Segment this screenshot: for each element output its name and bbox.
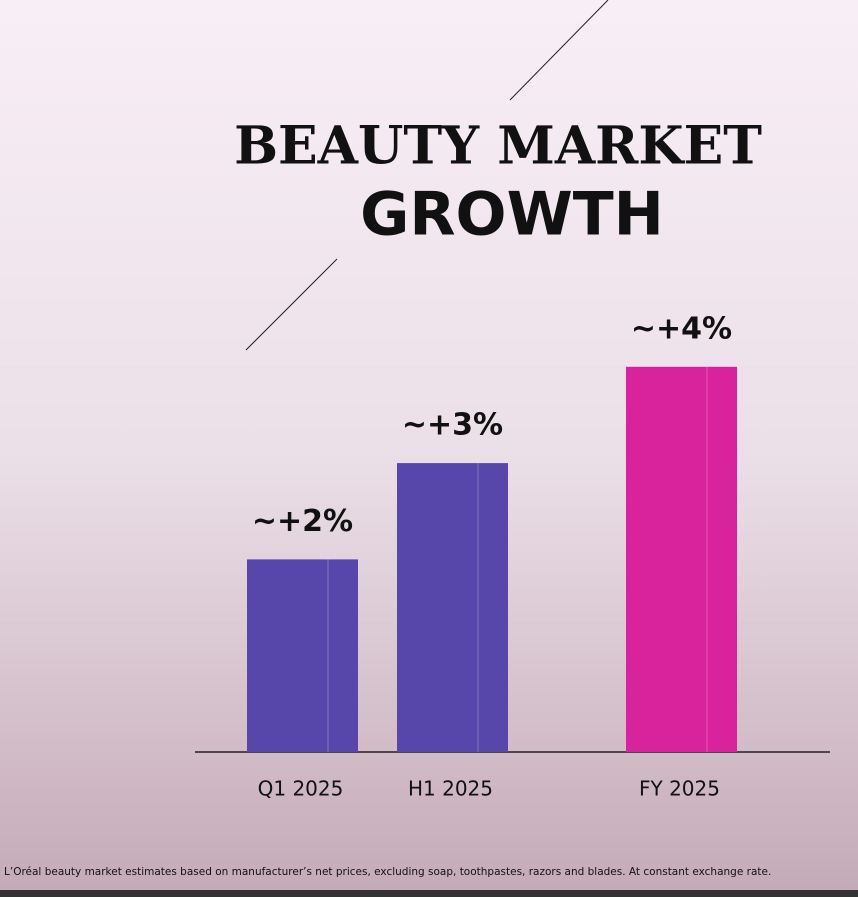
- value-label: ~+3%: [402, 408, 503, 443]
- x-tick-label: Q1 2025: [258, 777, 344, 801]
- decor-line: [245, 258, 338, 351]
- value-label: ~+2%: [252, 504, 353, 539]
- chart-title: BEAUTY MARKET: [234, 116, 762, 177]
- bar: [397, 463, 508, 752]
- bar: [626, 366, 737, 752]
- value-label: ~+4%: [631, 311, 732, 346]
- x-tick-label: FY 2025: [639, 777, 720, 801]
- bottom-bar: [0, 890, 858, 897]
- x-tick-label: H1 2025: [408, 777, 493, 801]
- chart-title: GROWTH: [360, 180, 664, 250]
- bar: [247, 559, 358, 752]
- decor-line: [509, 0, 609, 101]
- footnote: L’Oréal beauty market estimates based on…: [4, 866, 771, 878]
